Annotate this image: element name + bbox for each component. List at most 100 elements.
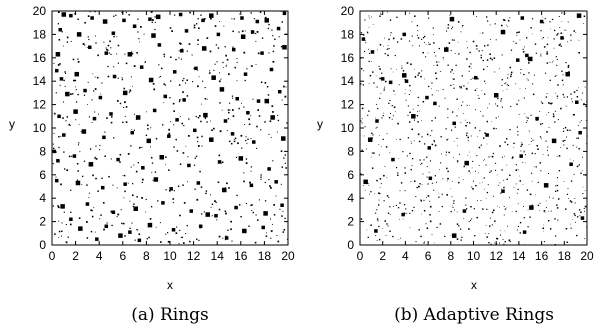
scatter-speck	[238, 107, 240, 110]
scatter-speck	[473, 208, 475, 210]
scatter-point	[159, 155, 164, 160]
scatter-speck	[404, 93, 406, 94]
scatter-speck	[248, 123, 251, 126]
scatter-marks-b	[359, 11, 588, 246]
scatter-speck	[388, 197, 390, 198]
scatter-point	[57, 114, 61, 119]
scatter-speck	[509, 128, 511, 131]
scatter-point	[141, 166, 145, 170]
scatter-speck	[180, 43, 182, 45]
scatter-speck	[455, 64, 457, 66]
scatter-speck	[518, 31, 520, 34]
scatter-speck	[438, 211, 440, 212]
scatter-speck	[55, 176, 57, 178]
scatter-speck	[389, 213, 391, 215]
scatter-speck	[219, 130, 222, 133]
scatter-speck	[451, 196, 453, 198]
scatter-speck	[582, 92, 584, 94]
scatter-speck	[522, 162, 524, 163]
scatter-speck	[409, 212, 411, 214]
scatter-speck	[186, 95, 189, 97]
scatter-speck	[66, 169, 69, 172]
scatter-speck	[452, 78, 454, 80]
scatter-speck	[504, 155, 505, 157]
scatter-speck	[85, 221, 88, 223]
scatter-speck	[456, 211, 458, 213]
scatter-speck	[427, 52, 429, 54]
scatter-speck	[243, 172, 245, 174]
scatter-speck	[551, 18, 554, 21]
scatter-speck	[370, 224, 372, 226]
scatter-speck	[243, 106, 245, 108]
scatter-speck	[393, 206, 394, 208]
scatter-speck	[86, 184, 88, 186]
scatter-speck	[68, 123, 71, 126]
scatter-speck	[568, 74, 570, 76]
scatter-speck	[504, 241, 506, 243]
scatter-speck	[486, 143, 488, 145]
scatter-speck	[170, 56, 172, 58]
scatter-speck	[145, 198, 147, 201]
scatter-speck	[483, 160, 484, 161]
scatter-speck	[507, 26, 509, 27]
scatter-speck	[554, 75, 556, 77]
scatter-speck	[128, 91, 131, 93]
scatter-speck	[480, 56, 483, 59]
scatter-speck	[512, 156, 514, 158]
scatter-speck	[546, 200, 547, 202]
scatter-speck	[208, 72, 211, 74]
scatter-speck	[468, 170, 470, 172]
scatter-speck	[155, 226, 157, 228]
scatter-point	[214, 214, 218, 218]
scatter-speck	[454, 53, 456, 55]
scatter-speck	[526, 58, 528, 60]
scatter-speck	[251, 204, 253, 206]
scatter-speck	[576, 216, 579, 218]
scatter-speck	[383, 174, 385, 177]
scatter-speck	[205, 190, 208, 192]
scatter-speck	[145, 111, 147, 113]
scatter-speck	[61, 222, 63, 224]
scatter-point	[427, 146, 431, 150]
scatter-speck	[203, 211, 205, 213]
scatter-speck	[509, 17, 511, 19]
scatter-speck	[261, 37, 264, 39]
scatter-speck	[571, 98, 573, 100]
scatter-speck	[228, 111, 230, 114]
scatter-speck	[260, 178, 262, 180]
scatter-speck	[421, 184, 423, 186]
scatter-speck	[116, 216, 118, 218]
scatter-speck	[450, 210, 452, 213]
scatter-speck	[426, 133, 429, 136]
scatter-speck	[260, 174, 262, 176]
scatter-speck	[466, 58, 468, 60]
scatter-speck	[217, 181, 220, 183]
scatter-speck	[418, 140, 421, 143]
scatter-speck	[379, 97, 381, 99]
scatter-speck	[255, 40, 257, 42]
scatter-speck	[189, 240, 191, 243]
scatter-speck	[559, 43, 561, 45]
scatter-speck	[423, 143, 426, 145]
scatter-speck	[123, 174, 126, 177]
scatter-speck	[411, 165, 413, 167]
scatter-speck	[411, 21, 413, 23]
scatter-speck	[506, 143, 509, 146]
scatter-speck	[484, 45, 486, 47]
scatter-speck	[283, 157, 285, 159]
scatter-speck	[206, 37, 209, 39]
scatter-speck	[586, 226, 588, 228]
scatter-speck	[250, 138, 252, 140]
scatter-speck	[245, 162, 248, 165]
scatter-speck	[523, 46, 525, 48]
scatter-speck	[384, 166, 386, 167]
x-tick-label: 20	[580, 249, 594, 263]
scatter-speck	[458, 181, 460, 184]
scatter-speck	[583, 103, 585, 105]
scatter-speck	[543, 210, 545, 212]
scatter-speck	[53, 112, 56, 115]
scatter-speck	[517, 169, 519, 171]
scatter-speck	[87, 36, 89, 38]
scatter-speck	[564, 139, 566, 142]
scatter-speck	[256, 147, 258, 149]
